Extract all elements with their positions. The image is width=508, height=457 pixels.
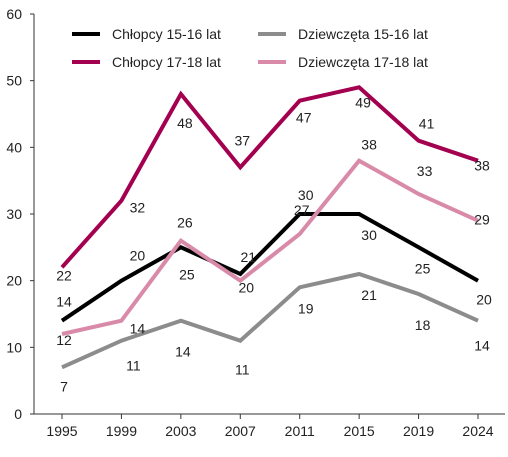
series-line-2 (61, 271, 479, 370)
data-label: 48 (177, 115, 193, 131)
data-label: 14 (130, 321, 146, 337)
data-label: 21 (241, 249, 257, 265)
data-label: 33 (417, 163, 433, 179)
data-label: 11 (126, 358, 141, 374)
legend-label: Chłopcy 17-18 lat (112, 54, 221, 70)
data-labels: 14 20 25 21 30 30 25 20 22 32 48 37 47 49 41 38 7 11 14 11 1… (56, 94, 492, 394)
y-tick-label: 10 (6, 339, 22, 355)
legend-label: Dziewczęta 15-16 lat (298, 26, 428, 42)
data-label: 11 (235, 362, 250, 378)
data-label: 38 (474, 158, 490, 174)
data-label: 30 (298, 187, 314, 203)
data-label: 37 (235, 132, 251, 148)
y-tick-label: 60 (6, 6, 22, 22)
x-tick-label: 2015 (344, 423, 375, 439)
data-label: 49 (355, 94, 371, 110)
data-label: 18 (415, 317, 431, 333)
data-label: 38 (361, 137, 377, 153)
y-tick-label: 50 (6, 73, 22, 89)
data-label: 20 (130, 248, 146, 264)
legend-label: Chłopcy 15-16 lat (112, 26, 221, 42)
data-label: 27 (294, 202, 310, 218)
data-label: 12 (56, 332, 72, 348)
data-label: 47 (296, 110, 312, 126)
data-label: 25 (415, 260, 431, 276)
data-label: 22 (56, 267, 72, 283)
series-line-1 (60, 85, 479, 269)
data-label: 7 (60, 378, 68, 394)
legend-label: Dziewczęta 17-18 lat (298, 54, 428, 70)
data-label: 21 (361, 287, 377, 303)
data-label: 20 (476, 292, 492, 308)
data-label: 14 (175, 344, 191, 360)
y-tick-label: 40 (6, 139, 22, 155)
data-label: 14 (474, 338, 490, 354)
data-label: 19 (298, 300, 314, 316)
x-tick-label: 1995 (46, 423, 77, 439)
series-line-0 (60, 212, 479, 323)
data-label: 41 (419, 116, 435, 132)
x-tick-label: 2024 (462, 423, 493, 439)
data-label: 30 (361, 227, 377, 243)
y-tick-label: 0 (14, 406, 22, 422)
x-tick-label: 1999 (106, 423, 137, 439)
data-label: 29 (474, 212, 490, 228)
data-label: 32 (130, 200, 146, 216)
series-lines (60, 85, 479, 370)
data-label: 14 (56, 294, 72, 310)
series-line-3 (61, 158, 479, 336)
x-tick-label: 2019 (403, 423, 434, 439)
x-tick-label: 2007 (225, 423, 256, 439)
data-label: 26 (177, 215, 193, 231)
y-tick-label: 20 (6, 273, 22, 289)
legend: Chłopcy 15-16 lat Chłopcy 17-18 lat Dziewc… (72, 26, 428, 70)
x-tick-label: 2003 (165, 423, 196, 439)
x-tick-label: 2011 (285, 423, 315, 439)
data-label: 25 (179, 266, 195, 282)
y-tick-label: 30 (6, 206, 22, 222)
data-label: 20 (239, 280, 255, 296)
